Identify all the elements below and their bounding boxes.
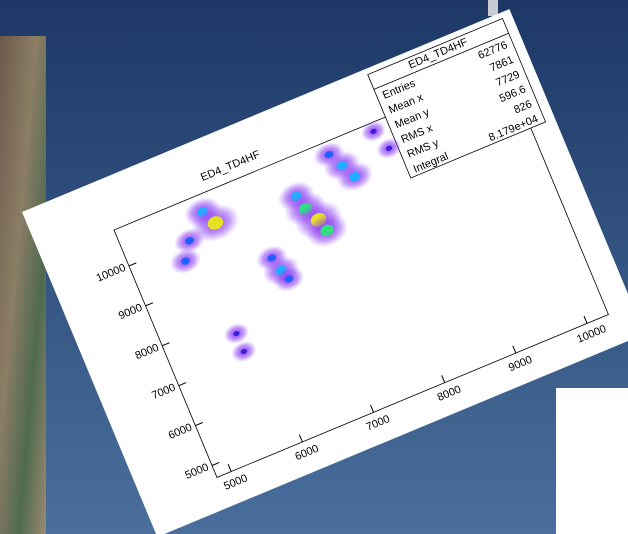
- white-box: [556, 388, 628, 534]
- edge-strip: [488, 0, 498, 16]
- slide: ED4_TD4HF ED4_TD4HF Entries62776Mean x78…: [0, 0, 628, 534]
- photo-strip: [0, 36, 46, 534]
- page: ED4_TD4HF ED4_TD4HF Entries62776Mean x78…: [0, 0, 628, 534]
